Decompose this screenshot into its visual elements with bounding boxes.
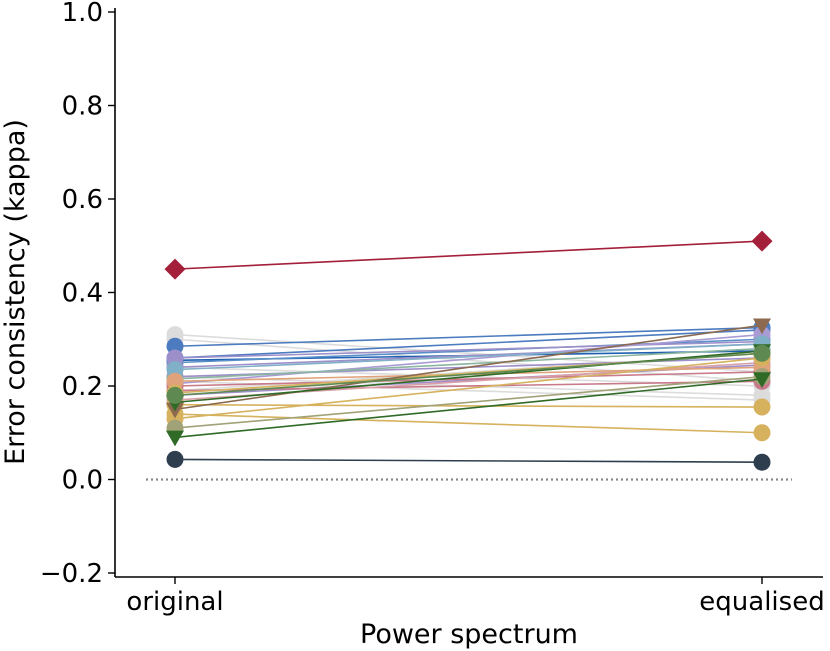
series-line — [174, 413, 763, 434]
circle-marker — [166, 337, 184, 355]
series-line — [174, 333, 763, 373]
series-30 — [166, 450, 771, 471]
series-line — [174, 403, 763, 408]
triangle-marker — [166, 430, 184, 447]
circle-marker — [753, 453, 771, 471]
y-tick-label: 0.6 — [62, 185, 103, 215]
y-ticks: −0.2 0.0 0.2 0.4 0.6 0.8 1.0 — [40, 0, 115, 589]
circle-marker — [753, 386, 771, 404]
series-line — [174, 371, 763, 387]
series-10 — [166, 333, 771, 367]
series-28 — [166, 372, 771, 447]
series-line — [174, 326, 763, 348]
series-line — [174, 375, 763, 429]
y-tick-label: 1.0 — [62, 0, 103, 28]
x-tick-label-equalised: equalised — [699, 587, 824, 617]
series-22 — [166, 396, 771, 416]
series-line — [174, 340, 763, 359]
circle-marker — [166, 372, 184, 390]
axes-layer — [114, 8, 823, 578]
series-line — [174, 324, 763, 411]
y-tick-label: 0.2 — [62, 372, 103, 402]
x-tick-label-original: original — [126, 587, 223, 617]
x-axis-label: Power spectrum — [360, 619, 578, 650]
x-ticks: original equalised — [126, 577, 825, 617]
y-tick-label: 0.8 — [62, 92, 103, 122]
series-line — [174, 458, 763, 464]
y-tick-label: 0.4 — [62, 279, 103, 309]
y-tick-label: −0.2 — [40, 559, 103, 589]
y-axis-label: Error consistency (kappa) — [0, 119, 31, 465]
series-line — [174, 357, 763, 420]
series-line — [174, 329, 763, 359]
triangle-marker — [753, 318, 771, 335]
diamond-marker — [751, 230, 773, 252]
circle-marker — [753, 398, 771, 416]
series-line — [174, 352, 763, 397]
circle-marker — [166, 361, 184, 379]
series-line — [174, 343, 763, 371]
series-line — [174, 240, 763, 270]
circle-marker — [753, 344, 771, 362]
series-line — [174, 378, 763, 439]
series-line — [174, 333, 763, 385]
circle-marker — [166, 386, 184, 404]
circle-marker — [753, 424, 771, 442]
y-tick-label: 0.0 — [62, 466, 103, 496]
series-layer — [164, 230, 773, 471]
series-19 — [166, 354, 771, 409]
series-29 — [166, 344, 771, 404]
triangle-marker — [753, 372, 771, 388]
series-line — [174, 347, 763, 380]
diamond-marker — [164, 258, 186, 280]
series-31 — [164, 230, 773, 280]
circle-marker — [166, 450, 184, 468]
